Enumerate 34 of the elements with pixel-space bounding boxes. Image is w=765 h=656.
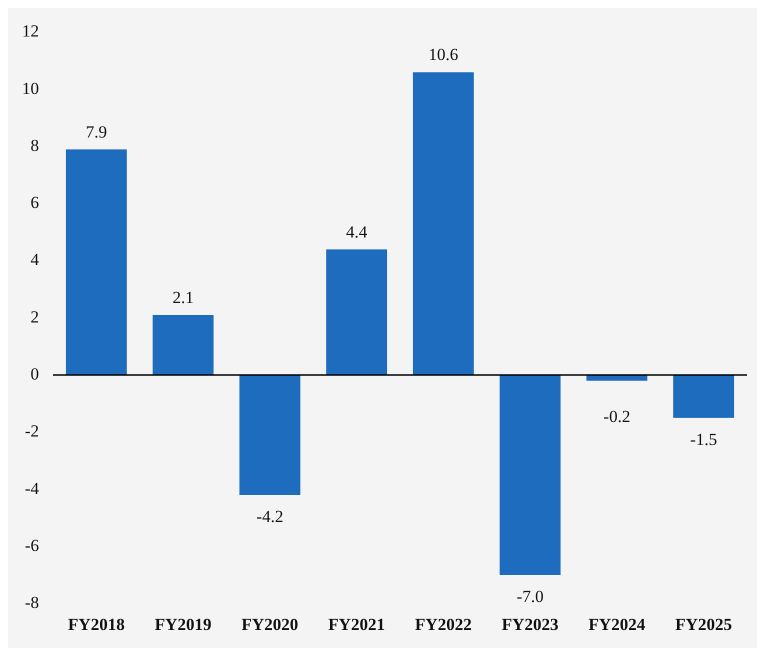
y-tick-label: -2 <box>24 422 39 441</box>
x-tick-label: FY2025 <box>675 615 732 634</box>
bar <box>66 149 127 376</box>
x-tick-label: FY2019 <box>154 615 212 634</box>
y-tick-label: 2 <box>30 307 39 326</box>
data-label: -0.2 <box>603 407 630 426</box>
x-tick-label: FY2024 <box>588 615 646 634</box>
y-tick-label: 4 <box>30 250 40 270</box>
x-tick-label: FY2020 <box>242 615 298 634</box>
y-tick-label: -6 <box>24 536 39 555</box>
bar <box>239 375 300 496</box>
data-label: -7.0 <box>516 587 544 606</box>
y-tick-label: 10 <box>22 78 39 98</box>
data-label: -1.5 <box>690 430 718 449</box>
y-tick-label: 8 <box>30 136 39 155</box>
y-tick-label: 12 <box>22 22 39 41</box>
bar <box>673 375 734 418</box>
data-label: 10.6 <box>428 45 458 64</box>
bar <box>412 72 474 376</box>
data-label: 7.9 <box>86 122 107 142</box>
bar <box>326 249 388 376</box>
bar <box>152 315 214 376</box>
y-tick-label: 6 <box>30 193 39 212</box>
y-tick-label: -4 <box>24 478 40 498</box>
y-tick-label: -8 <box>24 593 39 612</box>
data-label: 2.1 <box>172 288 194 308</box>
x-tick-label: FY2018 <box>68 615 125 634</box>
x-tick-label: FY2022 <box>415 615 472 634</box>
x-tick-label: FY2023 <box>502 615 558 634</box>
x-tick-label: FY2021 <box>328 615 385 634</box>
y-tick-label: 0 <box>30 364 39 384</box>
data-label: 4.4 <box>346 222 368 242</box>
bar <box>500 375 561 576</box>
data-label: -4.2 <box>256 507 284 526</box>
